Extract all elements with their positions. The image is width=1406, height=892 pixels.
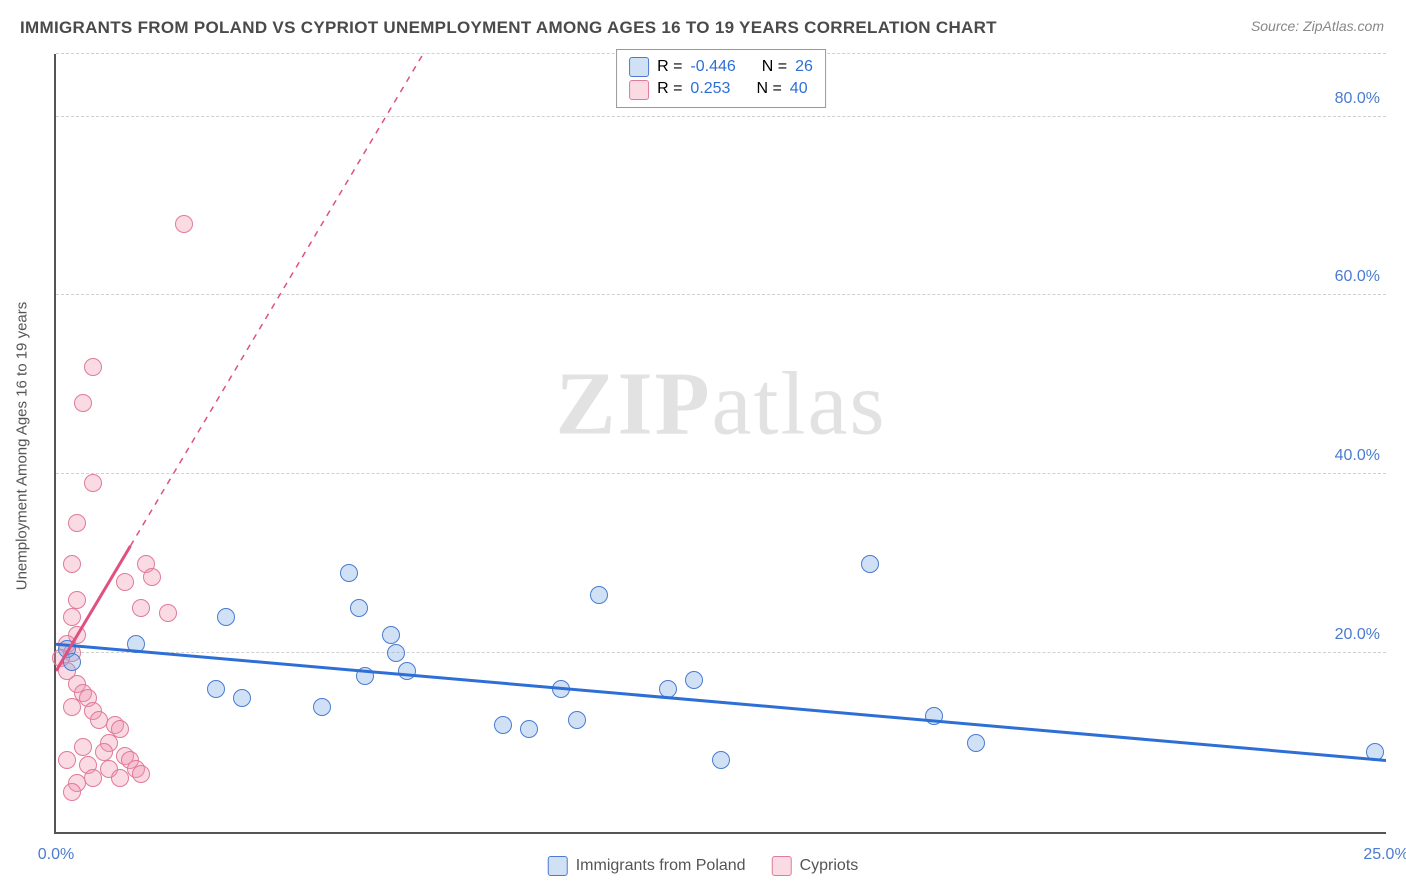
- data-point: [494, 716, 512, 734]
- data-point: [84, 358, 102, 376]
- data-point: [520, 720, 538, 738]
- r-value-cypriot: 0.253: [690, 78, 730, 100]
- data-point: [95, 743, 113, 761]
- x-tick-label: 0.0%: [38, 846, 74, 864]
- y-axis-label: Unemployment Among Ages 16 to 19 years: [14, 302, 31, 591]
- y-tick-label: 60.0%: [1335, 268, 1380, 286]
- source-label: Source: ZipAtlas.com: [1251, 18, 1384, 34]
- data-point: [68, 591, 86, 609]
- data-point: [84, 769, 102, 787]
- data-point: [967, 734, 985, 752]
- gridline: [56, 652, 1386, 653]
- data-point: [925, 707, 943, 725]
- data-point: [313, 698, 331, 716]
- swatch-poland: [629, 57, 649, 77]
- legend-item-poland: Immigrants from Poland: [548, 856, 746, 876]
- swatch-poland-icon: [548, 856, 568, 876]
- data-point: [590, 586, 608, 604]
- legend-label-poland: Immigrants from Poland: [576, 857, 746, 875]
- data-point: [356, 667, 374, 685]
- data-point: [132, 765, 150, 783]
- data-point: [207, 680, 225, 698]
- data-point: [63, 783, 81, 801]
- data-point: [568, 711, 586, 729]
- r-label: R =: [657, 78, 682, 100]
- trend-line: [130, 54, 428, 546]
- data-point: [1366, 743, 1384, 761]
- n-value-cypriot: 40: [790, 78, 808, 100]
- data-point: [84, 474, 102, 492]
- legend-item-cypriot: Cypriots: [772, 856, 859, 876]
- r-value-poland: -0.446: [690, 56, 735, 78]
- data-point: [398, 662, 416, 680]
- x-tick-label: 25.0%: [1363, 846, 1406, 864]
- gridline: [56, 294, 1386, 295]
- legend-row-cypriot: R = 0.253 N = 40: [629, 78, 813, 100]
- correlation-legend: R = -0.446 N = 26 R = 0.253 N = 40: [616, 49, 826, 108]
- data-point: [74, 738, 92, 756]
- data-point: [63, 608, 81, 626]
- data-point: [63, 653, 81, 671]
- data-point: [552, 680, 570, 698]
- data-point: [387, 644, 405, 662]
- data-point: [350, 599, 368, 617]
- data-point: [111, 769, 129, 787]
- data-point: [685, 671, 703, 689]
- watermark-bold: ZIP: [556, 355, 712, 454]
- legend-row-poland: R = -0.446 N = 26: [629, 56, 813, 78]
- chart-title: IMMIGRANTS FROM POLAND VS CYPRIOT UNEMPL…: [20, 18, 997, 38]
- data-point: [175, 215, 193, 233]
- data-point: [143, 568, 161, 586]
- chart-plot-area: ZIPatlas R = -0.446 N = 26 R = 0.253 N =…: [54, 54, 1386, 834]
- gridline: [56, 473, 1386, 474]
- data-point: [68, 514, 86, 532]
- watermark-light: atlas: [712, 355, 887, 454]
- data-point: [233, 689, 251, 707]
- data-point: [116, 573, 134, 591]
- data-point: [74, 394, 92, 412]
- n-label: N =: [762, 56, 787, 78]
- r-label: R =: [657, 56, 682, 78]
- y-tick-label: 20.0%: [1335, 626, 1380, 644]
- legend-label-cypriot: Cypriots: [800, 857, 859, 875]
- data-point: [63, 698, 81, 716]
- data-point: [340, 564, 358, 582]
- data-point: [659, 680, 677, 698]
- data-point: [132, 599, 150, 617]
- data-point: [382, 626, 400, 644]
- data-point: [217, 608, 235, 626]
- data-point: [712, 751, 730, 769]
- watermark: ZIPatlas: [556, 353, 887, 456]
- swatch-cypriot: [629, 80, 649, 100]
- data-point: [58, 751, 76, 769]
- data-point: [861, 555, 879, 573]
- n-value-poland: 26: [795, 56, 813, 78]
- swatch-cypriot-icon: [772, 856, 792, 876]
- y-tick-label: 80.0%: [1335, 90, 1380, 108]
- trend-lines-layer: [56, 54, 1386, 832]
- n-label: N =: [756, 78, 781, 100]
- data-point: [159, 604, 177, 622]
- series-legend: Immigrants from Poland Cypriots: [548, 856, 859, 876]
- gridline: [56, 116, 1386, 117]
- y-tick-label: 40.0%: [1335, 447, 1380, 465]
- trend-line: [56, 644, 1386, 760]
- data-point: [63, 555, 81, 573]
- data-point: [127, 635, 145, 653]
